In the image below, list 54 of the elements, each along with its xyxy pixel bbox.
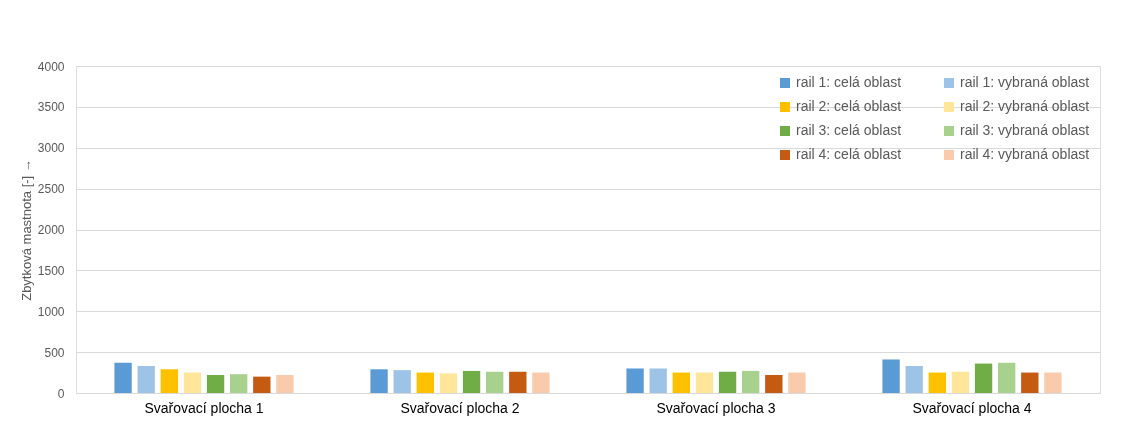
bar xyxy=(509,371,527,393)
bar xyxy=(718,371,737,393)
bar xyxy=(370,369,388,393)
bar xyxy=(486,371,504,393)
y-tick-label: 2000 xyxy=(37,223,65,237)
bar xyxy=(183,372,202,393)
bar xyxy=(974,363,993,393)
y-tick-label: 1000 xyxy=(37,304,65,319)
bar xyxy=(998,362,1016,393)
bar xyxy=(462,370,481,393)
bar xyxy=(649,368,667,393)
bar xyxy=(788,372,806,393)
y-tick-label: 500 xyxy=(44,345,65,360)
bar xyxy=(253,376,271,393)
legend-label: rail 4: celá oblast xyxy=(796,146,902,162)
bar xyxy=(439,373,458,393)
bar xyxy=(532,372,550,393)
bar xyxy=(1044,372,1062,393)
x-tick-label: Svařovací plocha 4 xyxy=(912,399,1032,416)
legend-label: rail 2: vybraná oblast xyxy=(960,98,1090,114)
bar xyxy=(137,366,155,393)
bar xyxy=(905,366,923,393)
legend-label: rail 2: celá oblast xyxy=(796,98,902,114)
bar xyxy=(1021,372,1039,393)
legend-label: rail 1: celá oblast xyxy=(796,74,902,90)
bar xyxy=(114,362,132,393)
x-tick-label: Svařovací plocha 2 xyxy=(400,399,520,416)
y-tick-label: 0 xyxy=(57,386,65,401)
y-tick-label: 3500 xyxy=(37,100,65,115)
bar xyxy=(672,372,690,393)
bar xyxy=(742,370,760,393)
legend-label: rail 4: vybraná oblast xyxy=(960,146,1090,162)
bar xyxy=(882,359,900,393)
bar xyxy=(206,375,225,393)
y-tick-label: 4000 xyxy=(37,59,65,74)
bar xyxy=(695,372,714,393)
bar xyxy=(160,369,178,393)
bar xyxy=(928,372,946,393)
bar xyxy=(416,372,434,393)
x-tick-label: Svařovací plocha 1 xyxy=(144,399,264,416)
legend-label: rail 3: vybraná oblast xyxy=(960,122,1090,138)
bar xyxy=(230,374,248,393)
y-tick-label: 1500 xyxy=(37,263,65,278)
y-tick-label: 2500 xyxy=(37,182,65,197)
legend-label: rail 3: celá oblast xyxy=(796,122,902,138)
y-tick-label: 3000 xyxy=(37,141,65,156)
x-tick-label: Svařovací plocha 3 xyxy=(656,399,776,416)
bar xyxy=(765,375,783,393)
y-axis-title: Zbytková mastnota [-] → xyxy=(18,159,34,301)
bar xyxy=(951,371,970,393)
bar xyxy=(393,370,411,393)
legend-label: rail 1: vybraná oblast xyxy=(960,74,1090,90)
bar xyxy=(626,368,644,393)
bar xyxy=(276,375,294,393)
